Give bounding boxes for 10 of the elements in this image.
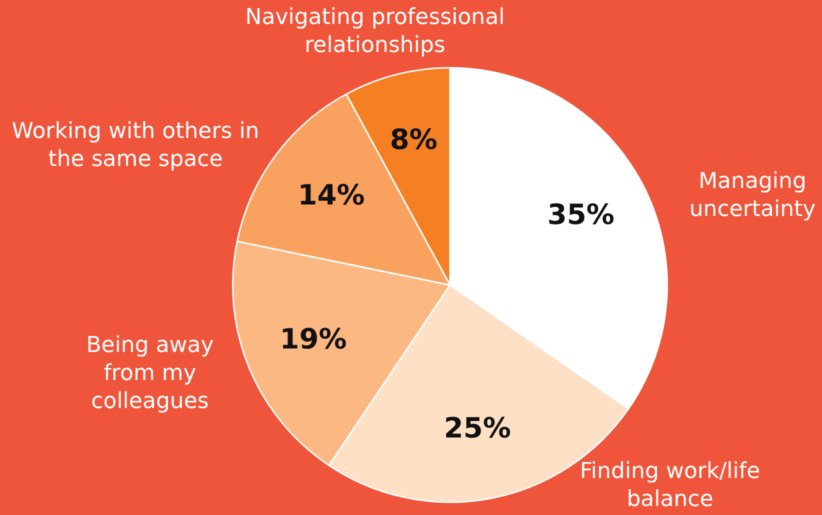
data-label: 35% — [547, 198, 614, 231]
slice-label: Working with others in the same space — [10, 118, 260, 174]
slice-label: Being away from my colleagues — [85, 332, 215, 416]
slice-label: Managing uncertainty — [688, 168, 817, 224]
data-label: 8% — [390, 123, 438, 156]
data-label: 14% — [298, 178, 365, 212]
data-label: 19% — [280, 322, 347, 356]
slice-label: Navigating professional relationships — [244, 4, 506, 60]
slice-label: Finding work/life balance — [578, 458, 762, 514]
data-label: 25% — [444, 411, 511, 444]
